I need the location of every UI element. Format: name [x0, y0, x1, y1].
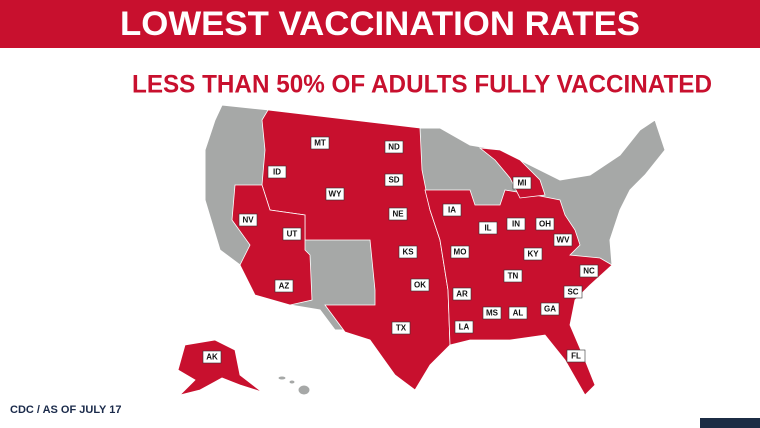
state-label: OK	[414, 281, 426, 290]
state-label-box	[563, 285, 583, 299]
state-label-box	[482, 306, 502, 320]
state-label: MO	[454, 248, 467, 257]
state-label: NE	[392, 210, 404, 219]
state-label-box	[450, 245, 470, 259]
corner-strip	[700, 418, 760, 428]
source: CDC / AS OF JULY 17	[10, 404, 121, 416]
state-label: TN	[508, 272, 519, 281]
state-label-box	[325, 187, 345, 201]
state-label-box	[523, 247, 543, 261]
state-label: KY	[527, 250, 539, 259]
state-label-box	[579, 264, 599, 278]
state-label: AK	[206, 353, 218, 362]
state-label-box	[478, 221, 498, 235]
state-label: MT	[314, 139, 326, 148]
state-label-box	[398, 245, 418, 259]
state-label-box	[202, 350, 222, 364]
state-label-box	[454, 320, 474, 334]
subtitle: LESS THAN 50% OF ADULTS FULLY VACCINATED	[132, 71, 712, 99]
state-label: ID	[273, 168, 281, 177]
state-label-box	[503, 269, 523, 283]
title: LOWEST VACCINATION RATES	[120, 5, 640, 43]
state-label-box	[274, 279, 294, 293]
title-bar	[0, 0, 760, 48]
state-label-box	[566, 349, 586, 363]
state-label: WY	[329, 190, 343, 199]
state-label: SC	[567, 288, 578, 297]
state-label-box	[384, 173, 404, 187]
region-alaska	[177, 339, 263, 396]
state-label-box	[512, 176, 532, 190]
state-label-box	[282, 227, 302, 241]
state-label: WV	[557, 236, 571, 245]
state-label-box	[388, 207, 408, 221]
state-label: AL	[513, 309, 524, 318]
state-label-box	[442, 203, 462, 217]
state-label-box	[506, 217, 526, 231]
state-label: ND	[388, 143, 400, 152]
state-label-box	[553, 233, 573, 247]
state-label: NV	[242, 216, 254, 225]
state-label-box	[508, 306, 528, 320]
state-label-box	[267, 165, 287, 179]
map	[177, 104, 666, 396]
state-label: FL	[571, 352, 581, 361]
hawaii	[277, 375, 311, 396]
state-label: IN	[512, 220, 520, 229]
state-label-box	[540, 302, 560, 316]
state-label: LA	[459, 323, 470, 332]
state-label-box	[384, 140, 404, 154]
state-label-box	[535, 217, 555, 231]
state-label-box	[410, 278, 430, 292]
state-label: SD	[388, 176, 399, 185]
state-label: NC	[583, 267, 595, 276]
state-label: TX	[396, 324, 407, 333]
state-label-box	[238, 213, 258, 227]
state-label: MS	[486, 309, 499, 318]
state-label-box	[391, 321, 411, 335]
state-label: AZ	[279, 282, 290, 291]
state-label: UT	[287, 230, 298, 239]
state-label-box	[452, 287, 472, 301]
state-label: KS	[402, 248, 414, 257]
state-label-box	[310, 136, 330, 150]
state-labels: MT ND ID WY SD MI NV UT NE IA IN OH IL WV KS MO KY NC TN AZ…	[202, 136, 599, 364]
state-label: AR	[456, 290, 468, 299]
state-label: MI	[518, 179, 527, 188]
state-label: IA	[448, 206, 456, 215]
state-label: GA	[544, 305, 556, 314]
state-label: OH	[539, 220, 551, 229]
state-label: IL	[484, 224, 491, 233]
